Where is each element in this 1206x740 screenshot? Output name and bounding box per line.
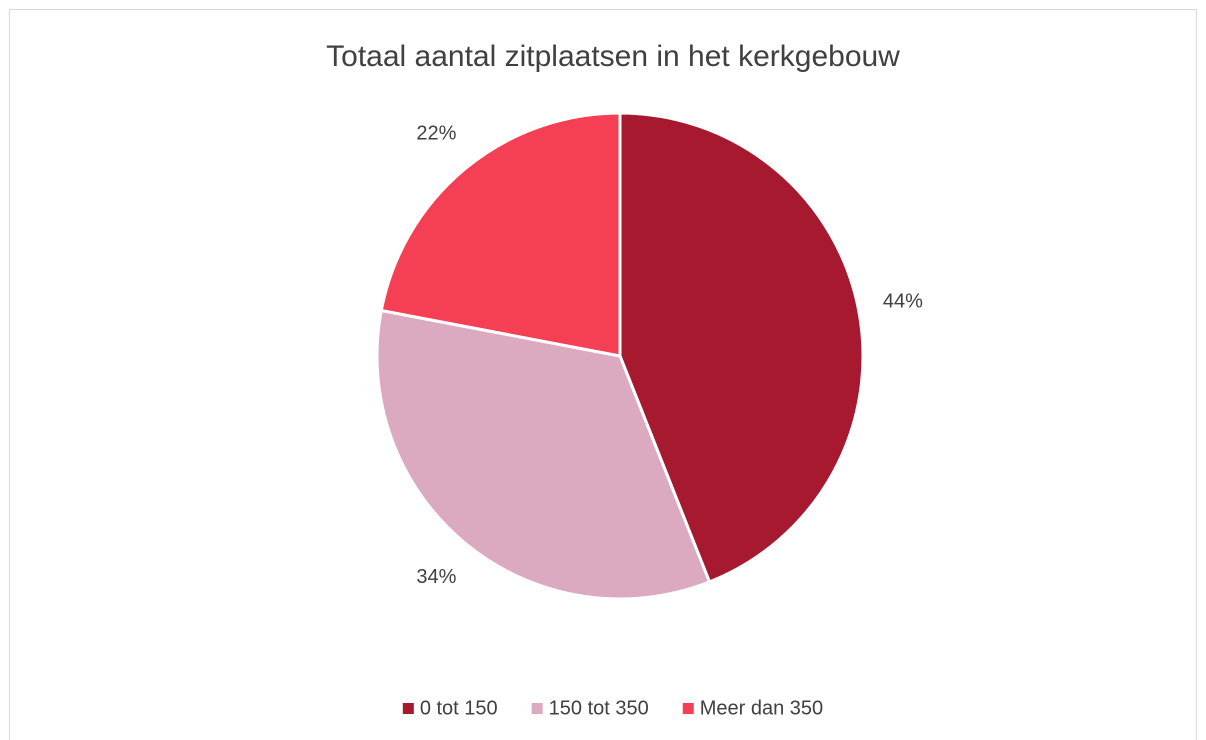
data-label: 44% <box>883 290 923 312</box>
legend-marker <box>682 703 694 714</box>
data-label: 34% <box>416 566 456 588</box>
pie-slice <box>375 308 712 601</box>
legend-label: 0 tot 150 <box>420 697 498 719</box>
data-label: 22% <box>416 122 456 144</box>
legend-marker <box>531 703 543 714</box>
legend-label: Meer dan 350 <box>700 697 823 719</box>
chart-title: Totaal aantal zitplaatsen in het kerkgeb… <box>326 40 900 73</box>
pie-slice <box>379 111 622 358</box>
legend-marker <box>402 703 414 714</box>
pie-slice <box>618 111 865 584</box>
legend-label: 150 tot 350 <box>549 697 649 719</box>
